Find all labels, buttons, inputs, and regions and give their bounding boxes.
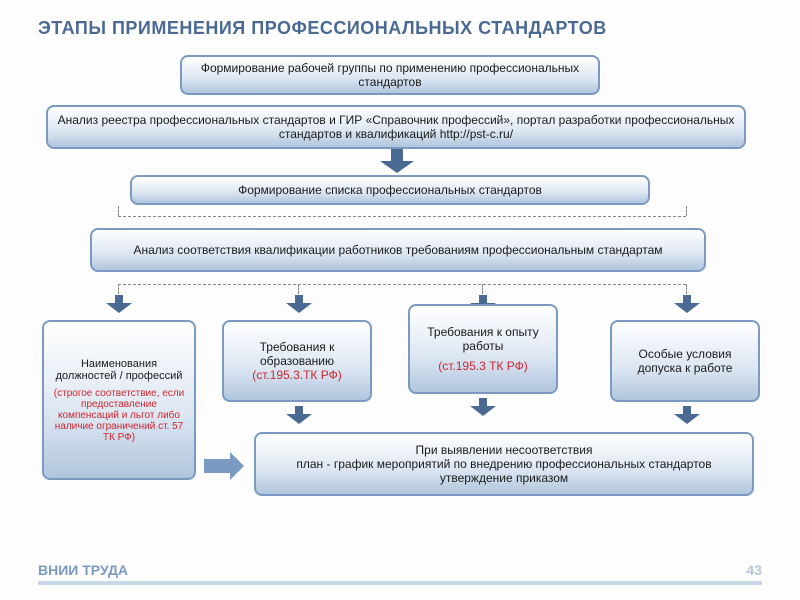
divider <box>298 284 299 294</box>
node-text: Наименования должностей / профессий <box>52 358 186 382</box>
node-text: план - график мероприятий по внедрению п… <box>264 457 744 485</box>
divider <box>482 284 483 294</box>
node-subtext: (ст.195.3 ТК РФ) <box>438 359 528 373</box>
divider <box>686 206 687 216</box>
node-analysis-registry: Анализ реестра профессиональных стандарт… <box>46 105 746 149</box>
node-form-group: Формирование рабочей группы по применени… <box>180 55 600 95</box>
node-action-plan: При выявлении несоответствия план - граф… <box>254 432 754 496</box>
node-experience: Требования к опыту работы (ст.195.3 ТК Р… <box>408 304 558 394</box>
arrow-icon <box>380 149 414 173</box>
node-positions: Наименования должностей / профессий (стр… <box>42 320 196 480</box>
node-text: Требования к опыту работы <box>418 325 548 353</box>
node-subtext: (ст.195.3.ТК РФ) <box>252 368 342 382</box>
node-text: Анализ соответствия квалификации работни… <box>133 243 662 257</box>
node-education: Требования к образованию (ст.195.3.ТК РФ… <box>222 320 372 402</box>
node-text: Требования к образованию <box>232 340 362 368</box>
node-analysis-qual: Анализ соответствия квалификации работни… <box>90 228 706 272</box>
divider <box>686 284 687 294</box>
divider <box>118 216 686 217</box>
divider <box>118 206 119 216</box>
footer-divider <box>38 581 762 585</box>
divider <box>118 284 119 294</box>
node-form-list: Формирование списка профессиональных ста… <box>130 175 650 205</box>
node-text: Формирование рабочей группы по применени… <box>190 61 590 89</box>
node-text: Анализ реестра профессиональных стандарт… <box>56 113 736 141</box>
node-text: При выявлении несоответствия <box>416 443 593 457</box>
arrow-icon <box>106 295 132 313</box>
arrow-icon <box>286 406 312 424</box>
arrow-icon <box>470 398 496 416</box>
node-text: Формирование списка профессиональных ста… <box>238 183 542 197</box>
arrow-icon <box>204 452 244 480</box>
node-text: Особые условия допуска к работе <box>620 347 750 375</box>
page-title: ЭТАПЫ ПРИМЕНЕНИЯ ПРОФЕССИОНАЛЬНЫХ СТАНДА… <box>38 18 607 39</box>
arrow-icon <box>286 295 312 313</box>
divider <box>118 284 686 285</box>
arrow-icon <box>674 295 700 313</box>
node-special: Особые условия допуска к работе <box>610 320 760 402</box>
node-subtext: (строгое соответствие, если предоставлен… <box>52 388 186 443</box>
page-number: 43 <box>746 562 762 578</box>
footer-org: ВНИИ ТРУДА <box>38 562 128 578</box>
arrow-icon <box>674 406 700 424</box>
